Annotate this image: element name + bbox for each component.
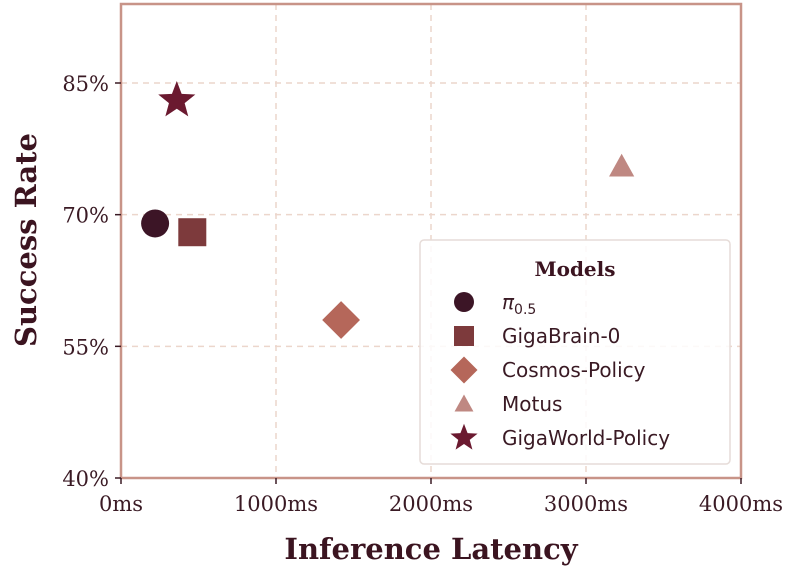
y-tick-label: 40%	[62, 467, 109, 491]
y-tick-label: 55%	[62, 335, 109, 359]
x-tick-label: 4000ms	[699, 492, 783, 516]
data-point-circle	[141, 209, 170, 238]
data-point-star	[158, 81, 196, 117]
legend-entry: GigaWorld-Policy	[450, 423, 670, 450]
legend-label: GigaWorld-Policy	[502, 426, 670, 450]
legend-label-subscript: 0.5	[514, 302, 536, 318]
legend-entry: Cosmos-Policy	[450, 356, 646, 384]
legend-entry: GigaBrain-0	[454, 324, 620, 348]
x-tick-label: 1000ms	[234, 492, 318, 516]
data-markers	[141, 81, 635, 339]
axis-ticks: 0ms 1000ms 2000ms 3000ms 4000ms 40% 55% 70% 85%	[62, 72, 783, 516]
data-point-diamond	[322, 301, 360, 339]
legend-label: GigaBrain-0	[502, 324, 620, 348]
y-tick-label: 70%	[62, 204, 109, 228]
x-axis-label: Inference Latency	[284, 532, 578, 566]
legend: Models π0.5 GigaBrain-0 Cosmos-Policy Motus…	[419, 239, 731, 465]
x-tick-label: 0ms	[99, 492, 143, 516]
legend-label: Cosmos-Policy	[502, 358, 646, 382]
legend-title: Models	[534, 257, 615, 281]
legend-marker-diamond	[450, 356, 478, 384]
legend-entries: π0.5 GigaBrain-0 Cosmos-Policy Motus GigaWor…	[450, 290, 670, 450]
legend-marker-star	[450, 423, 478, 450]
legend-entry: Motus	[454, 392, 562, 416]
y-axis-label: Success Rate	[9, 133, 43, 347]
legend-marker-circle	[454, 292, 474, 312]
legend-label-main: π	[502, 290, 515, 314]
legend-label: Motus	[502, 392, 562, 416]
data-point-square	[178, 218, 207, 247]
legend-box	[419, 239, 731, 465]
legend-marker-square	[454, 326, 474, 346]
legend-marker-triangle	[454, 394, 474, 412]
legend-label: π0.5	[502, 290, 536, 318]
x-tick-label: 2000ms	[389, 492, 473, 516]
data-point-triangle	[609, 153, 635, 177]
x-tick-label: 3000ms	[544, 492, 628, 516]
legend-entry: π0.5	[454, 290, 536, 318]
y-tick-label: 85%	[62, 72, 109, 96]
